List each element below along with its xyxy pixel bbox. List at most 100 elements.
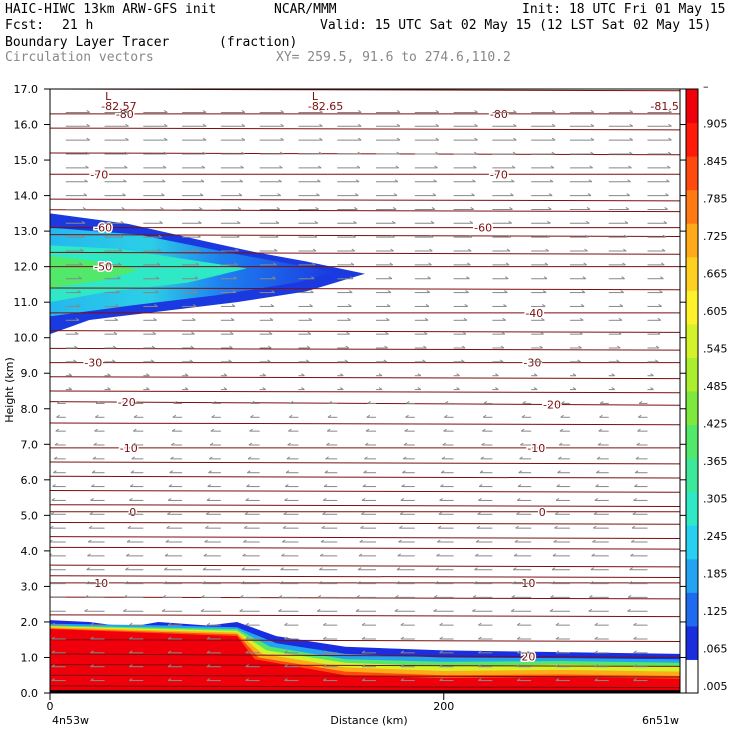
wind-vector-head (441, 456, 446, 460)
wind-vector-head (307, 331, 312, 335)
wind-vector-head (620, 290, 625, 293)
wind-vector-head (86, 123, 91, 127)
wind-vector-head (596, 456, 601, 460)
wind-vector-head (472, 608, 476, 612)
wind-vector-head (80, 248, 84, 252)
wind-vector-head (543, 276, 548, 280)
valid-time: Valid: 15 UTC Sat 02 May 15 (12 LST Sat … (320, 18, 712, 33)
temp-contour-line (50, 287, 680, 291)
wind-vector-head (548, 207, 552, 210)
wind-vector-head (386, 317, 390, 321)
wind-vector-head (212, 401, 216, 404)
temp-contour-line (50, 653, 680, 658)
wind-vector-head (400, 622, 405, 626)
wind-vector-head (433, 608, 437, 612)
wind-vector-head (210, 428, 215, 432)
temp-contour-label: 20 (521, 651, 535, 664)
wind-vector-head (443, 428, 447, 432)
wind-vector-head (483, 401, 488, 404)
wind-vector-head (585, 234, 589, 238)
wind-vector-head (633, 650, 637, 654)
colorbar-label: .725 (703, 230, 728, 243)
wind-vector-head (551, 567, 556, 571)
wind-vector-head (323, 484, 328, 487)
wind-vector-head (434, 581, 439, 584)
wind-vector-head (199, 193, 204, 197)
wind-vector-head (230, 317, 235, 321)
wind-vector-head (86, 137, 91, 141)
wind-vector-head (434, 165, 438, 169)
wind-vector-head (580, 304, 585, 307)
wind-vector-head (284, 678, 288, 681)
wind-vector-head (112, 345, 117, 349)
wind-vector-head (396, 567, 401, 571)
wind-vector-head (357, 123, 362, 127)
wind-vector-head (318, 151, 323, 155)
temp-contour-line (50, 614, 680, 618)
temp-contour-line (50, 664, 680, 667)
wind-vector-head (547, 220, 551, 224)
wind-vector-head (365, 428, 370, 432)
wind-vector-head (555, 622, 560, 626)
wind-vector-head (231, 304, 236, 307)
wind-vector-head (630, 553, 634, 557)
wind-vector-head (51, 636, 56, 640)
temp-contour-label: -80 (490, 108, 508, 121)
wind-vector-head (518, 470, 523, 474)
wind-vector-head (551, 110, 556, 113)
wind-vector-head (339, 373, 344, 377)
wind-vector-head (275, 220, 280, 224)
wind-vector-head (495, 373, 499, 377)
wind-vector-head (51, 498, 56, 501)
wind-vector-head (555, 636, 560, 640)
wind-vector-head (378, 373, 383, 377)
wind-vector-head (268, 331, 273, 335)
wind-vector-head (661, 248, 666, 252)
wind-vector-head (474, 137, 478, 141)
wind-vector-head (619, 304, 624, 307)
wind-vector-head (394, 608, 399, 612)
wind-vector-head (582, 276, 587, 280)
wind-vector-head (245, 664, 249, 668)
wind-vector-head (154, 304, 158, 307)
colorbar-swatch (686, 89, 698, 124)
wind-vector-head (629, 137, 634, 141)
wind-vector-head (666, 179, 670, 183)
wind-vector-head (634, 484, 638, 487)
wind-vector-head (171, 428, 176, 432)
temp-contour-label: -60 (94, 222, 112, 235)
wind-vector-head (129, 484, 134, 487)
colorbar-label: .485 (703, 380, 728, 393)
wind-vector-head (133, 414, 138, 418)
wind-vector-head (423, 331, 428, 335)
wind-vector-head (655, 345, 660, 349)
wind-vector-head (431, 207, 436, 210)
wind-vector-head (435, 567, 440, 571)
wind-vector-head (510, 608, 515, 612)
wind-vector-head (472, 179, 476, 183)
temp-contour-label: -30 (523, 357, 541, 370)
low-marker: L (105, 90, 112, 103)
colorbar-swatch (686, 525, 698, 560)
terrain-surface (50, 690, 680, 693)
wind-vector-head (74, 331, 79, 335)
wind-vector-head (91, 470, 96, 474)
wind-vector-head (393, 193, 398, 197)
wind-vector-head (664, 207, 668, 210)
colorbar-swatch (686, 458, 698, 493)
wind-vector-head (207, 484, 211, 487)
wind-vector-head (387, 290, 392, 293)
temp-contour-line (50, 422, 680, 426)
wind-vector-head (309, 304, 313, 307)
wind-vector-head (250, 401, 255, 404)
wind-vector-head (301, 387, 305, 390)
wind-vector-head (364, 442, 369, 446)
wind-vector-head (162, 165, 167, 169)
wind-vector-head (500, 345, 505, 349)
wind-vector-head (510, 193, 514, 197)
wind-vector-head (167, 622, 172, 626)
colorbar-label: .845 (703, 155, 728, 168)
y-tick-label: 16.0 (14, 119, 39, 132)
wind-vector-head (237, 207, 242, 210)
wind-vector-head (271, 290, 275, 293)
